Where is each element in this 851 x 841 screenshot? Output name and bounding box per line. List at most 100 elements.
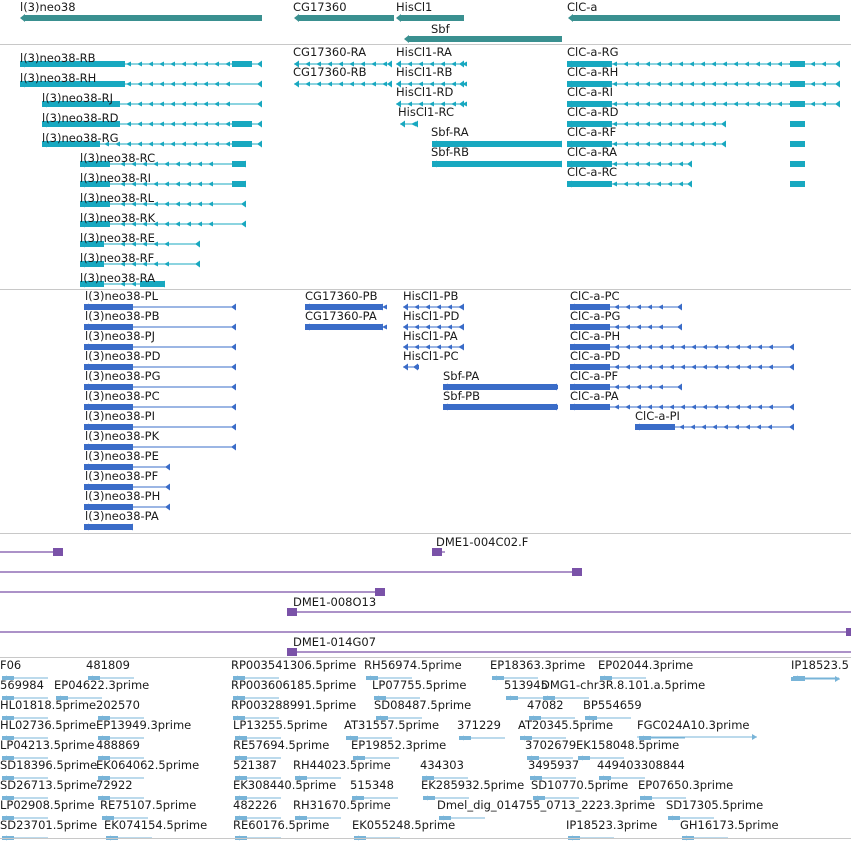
- est-glyph[interactable]: [492, 675, 538, 681]
- est-glyph[interactable]: [2, 795, 48, 801]
- cds-label[interactable]: ClC-a-PA: [570, 389, 619, 403]
- est-label[interactable]: 513945: [504, 678, 548, 692]
- cds-glyph[interactable]: [570, 303, 682, 311]
- est-label[interactable]: EK064062.5prime: [96, 758, 200, 772]
- mrna-glyph[interactable]: [20, 80, 262, 88]
- mrna-glyph[interactable]: [80, 280, 165, 288]
- clone-glyph[interactable]: [0, 568, 582, 576]
- gene-glyph[interactable]: [404, 35, 562, 43]
- est-label[interactable]: 371229: [457, 718, 501, 732]
- cds-glyph[interactable]: [570, 343, 794, 351]
- mrna-label[interactable]: l(3)neo38-RG: [42, 131, 119, 145]
- cds-glyph[interactable]: [570, 363, 794, 371]
- est-label[interactable]: 569984: [0, 678, 44, 692]
- cds-glyph[interactable]: [570, 383, 682, 391]
- mrna-glyph[interactable]: [567, 160, 805, 168]
- est-glyph[interactable]: [235, 775, 281, 781]
- gene-glyph[interactable]: [568, 14, 840, 22]
- cds-label[interactable]: l(3)neo38-PA: [85, 509, 159, 523]
- est-glyph[interactable]: [98, 755, 144, 761]
- cds-glyph[interactable]: [403, 323, 464, 331]
- gene-label[interactable]: l(3)neo38: [20, 0, 76, 14]
- cds-label[interactable]: ClC-a-PF: [570, 369, 619, 383]
- mrna-glyph[interactable]: [80, 160, 246, 168]
- cds-glyph[interactable]: [84, 323, 236, 331]
- mrna-glyph[interactable]: [396, 60, 467, 68]
- cds-glyph[interactable]: [84, 503, 170, 511]
- cds-glyph[interactable]: [635, 423, 794, 431]
- est-label[interactable]: RP003606185.5prime: [231, 678, 357, 692]
- est-label[interactable]: HL01818.5prime: [0, 698, 97, 712]
- est-glyph[interactable]: [527, 755, 573, 761]
- mrna-label[interactable]: ClC-a-RI: [567, 85, 613, 99]
- mrna-label[interactable]: l(3)neo38-RH: [20, 71, 97, 85]
- cds-label[interactable]: HisCl1-PD: [403, 309, 460, 323]
- cds-label[interactable]: CG17360-PB: [305, 289, 378, 303]
- est-label[interactable]: RP003288991.5prime: [231, 698, 357, 712]
- gene-label[interactable]: Sbf: [431, 22, 450, 36]
- cds-glyph[interactable]: [84, 423, 236, 431]
- cds-glyph[interactable]: [84, 463, 170, 471]
- cds-label[interactable]: l(3)neo38-PD: [85, 349, 161, 363]
- cds-glyph[interactable]: [305, 323, 387, 331]
- est-label[interactable]: AT31557.5prime: [344, 718, 440, 732]
- est-glyph[interactable]: [533, 795, 579, 801]
- mrna-glyph[interactable]: [567, 180, 805, 188]
- clone-glyph[interactable]: [0, 588, 385, 596]
- cds-glyph[interactable]: [84, 443, 236, 451]
- mrna-glyph[interactable]: [80, 220, 246, 228]
- est-label[interactable]: 449403308844: [597, 758, 685, 772]
- est-label[interactable]: GH16173.5prime: [680, 818, 779, 832]
- est-label[interactable]: LP04213.5prime: [0, 738, 95, 752]
- est-label[interactable]: EK285932.5prime: [421, 778, 525, 792]
- mrna-label[interactable]: CG17360-RA: [293, 45, 367, 59]
- cds-label[interactable]: l(3)neo38-PH: [85, 489, 161, 503]
- est-label[interactable]: RH31670.5prime: [293, 798, 391, 812]
- cds-glyph[interactable]: [84, 483, 170, 491]
- est-glyph[interactable]: [235, 755, 281, 761]
- mrna-label[interactable]: HisCl1-RC: [398, 105, 454, 119]
- cds-label[interactable]: HisCl1-PC: [403, 349, 459, 363]
- cds-label[interactable]: Sbf-PB: [443, 389, 480, 403]
- gene-glyph[interactable]: [396, 14, 464, 22]
- est-glyph[interactable]: [439, 815, 485, 821]
- est-glyph[interactable]: [374, 695, 420, 701]
- est-label[interactable]: RE60176.5prime: [233, 818, 330, 832]
- est-label[interactable]: EP13949.3prime: [96, 718, 192, 732]
- gene-label[interactable]: ClC-a: [567, 0, 598, 14]
- cds-label[interactable]: Sbf-PA: [443, 369, 480, 383]
- cds-label[interactable]: l(3)neo38-PK: [85, 429, 160, 443]
- mrna-glyph[interactable]: [80, 180, 246, 188]
- mrna-label[interactable]: ClC-a-RA: [567, 145, 617, 159]
- mrna-label[interactable]: l(3)neo38-RI: [80, 171, 152, 185]
- est-label[interactable]: IP18523.5: [791, 658, 849, 672]
- mrna-label[interactable]: l(3)neo38-RJ: [42, 91, 114, 105]
- est-label[interactable]: HL02736.5prime: [0, 718, 97, 732]
- mrna-label[interactable]: ClC-a-RG: [567, 45, 619, 59]
- clone-label[interactable]: DME1-014G07: [293, 635, 377, 649]
- est-label[interactable]: 3702679: [525, 738, 577, 752]
- mrna-glyph[interactable]: [42, 100, 262, 108]
- clone-glyph[interactable]: [432, 548, 445, 556]
- mrna-glyph[interactable]: [396, 100, 467, 108]
- est-label[interactable]: DMG1-chr3R.8.101.a.5prime: [541, 678, 706, 692]
- cds-label[interactable]: CG17360-PA: [305, 309, 377, 323]
- est-glyph[interactable]: [98, 795, 144, 801]
- est-label[interactable]: EP07650.3prime: [638, 778, 734, 792]
- est-glyph[interactable]: [233, 695, 279, 701]
- est-label[interactable]: LP02908.5prime: [0, 798, 95, 812]
- est-glyph[interactable]: [599, 775, 645, 781]
- gene-glyph[interactable]: [20, 14, 262, 22]
- est-label[interactable]: RP003541306.5prime: [231, 658, 357, 672]
- cds-glyph[interactable]: [84, 403, 236, 411]
- cds-label[interactable]: ClC-a-PG: [570, 309, 621, 323]
- est-label[interactable]: F06: [0, 658, 22, 672]
- est-label[interactable]: 3495937: [528, 758, 580, 772]
- mrna-label[interactable]: HisCl1-RD: [396, 85, 454, 99]
- mrna-label[interactable]: ClC-a-RH: [567, 65, 619, 79]
- est-label[interactable]: RH44023.5prime: [293, 758, 391, 772]
- est-glyph[interactable]: [102, 815, 148, 821]
- est-label[interactable]: 481809: [86, 658, 130, 672]
- est-glyph[interactable]: [233, 715, 279, 721]
- est-glyph[interactable]: [235, 815, 281, 821]
